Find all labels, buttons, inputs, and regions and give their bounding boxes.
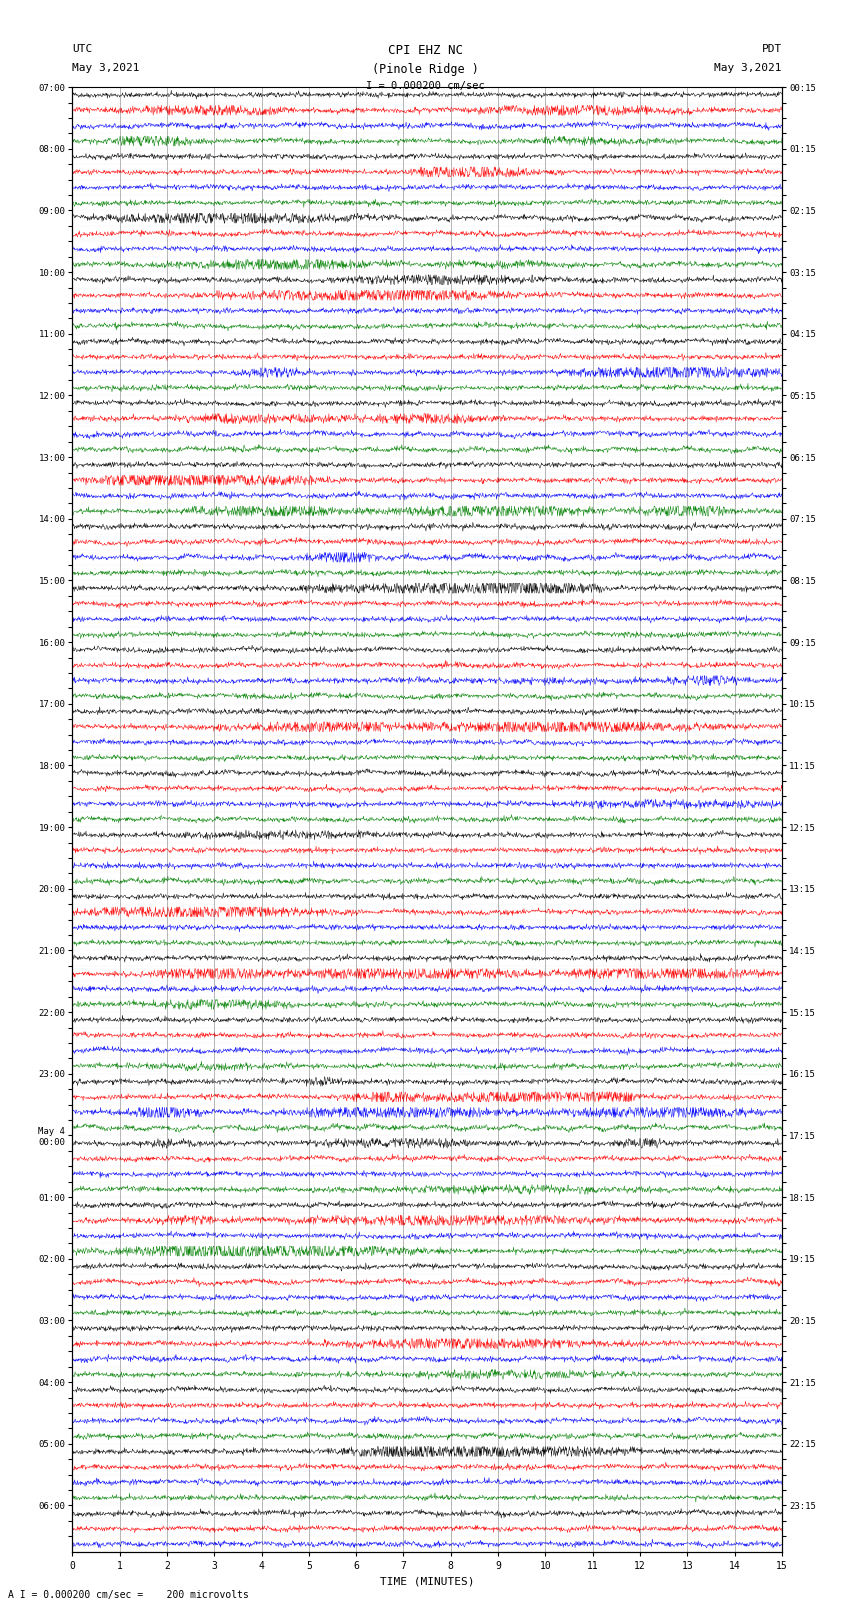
Text: PDT: PDT <box>762 44 782 53</box>
Text: I = 0.000200 cm/sec: I = 0.000200 cm/sec <box>366 81 484 90</box>
Text: UTC: UTC <box>72 44 93 53</box>
Text: CPI EHZ NC: CPI EHZ NC <box>388 44 462 56</box>
Text: May 3,2021: May 3,2021 <box>72 63 139 73</box>
Text: May 3,2021: May 3,2021 <box>715 63 782 73</box>
Text: A I = 0.000200 cm/sec =    200 microvolts: A I = 0.000200 cm/sec = 200 microvolts <box>8 1590 249 1600</box>
X-axis label: TIME (MINUTES): TIME (MINUTES) <box>380 1576 474 1586</box>
Text: (Pinole Ridge ): (Pinole Ridge ) <box>371 63 479 76</box>
